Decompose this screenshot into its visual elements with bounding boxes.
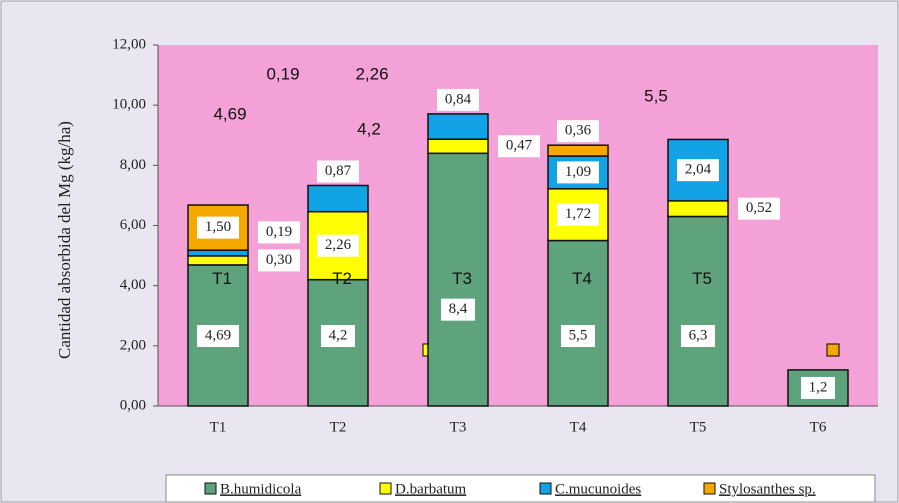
value-label-bg (317, 160, 359, 183)
overlay-label: T2 (332, 269, 352, 288)
legend-label: C.mucunoides (555, 481, 641, 497)
bar-segment (427, 152, 489, 407)
value-label-bg (561, 325, 595, 347)
value-label-bg (441, 298, 475, 321)
y-tick-label: 10,00 (112, 97, 146, 113)
value-label: 0,36 (565, 123, 592, 139)
x-tick-label: T3 (450, 419, 467, 435)
overlay-value: 4,2 (357, 119, 381, 138)
y-tick-label: 0,00 (120, 397, 146, 413)
legend-label: B.humidicola (220, 481, 302, 497)
x-tick-label: T5 (690, 419, 707, 435)
value-label: 2,26 (325, 237, 352, 253)
value-label-bg (557, 203, 599, 226)
value-label: 0,19 (266, 224, 292, 240)
bar-segment (667, 215, 729, 407)
stray-square (826, 343, 840, 357)
legend-swatch (539, 482, 552, 495)
value-label-bg (437, 88, 479, 111)
overlay-value: 0,19 (266, 64, 299, 83)
value-label-bg (677, 159, 719, 182)
value-label-bg (258, 249, 300, 272)
bar-segment (547, 239, 609, 407)
value-label: 4,69 (205, 327, 231, 343)
value-label: 0,87 (325, 163, 352, 179)
x-tick-label: T1 (210, 419, 227, 435)
y-tick-label: 2,00 (120, 337, 146, 353)
value-label-bg (801, 376, 835, 399)
value-label: 0,84 (445, 91, 472, 107)
bar-segment (427, 113, 489, 140)
y-axis-title: Cantidad absorbida del Mg (kg/ha) (55, 121, 74, 359)
x-tick-label: T2 (330, 419, 347, 435)
x-tick-label: T6 (810, 419, 827, 435)
value-label-bg (321, 325, 355, 347)
bar-segment (187, 255, 249, 266)
x-tick-label: T4 (570, 419, 587, 435)
y-tick-label: 4,00 (120, 277, 146, 293)
legend-label: Stylosanthes sp. (719, 481, 816, 497)
value-label: 1,2 (809, 379, 828, 395)
overlay-label: T1 (212, 269, 232, 288)
overlay-label: T5 (692, 269, 712, 288)
value-label-bg (197, 216, 239, 239)
value-label-bg (258, 221, 300, 244)
value-label: 8,4 (449, 301, 468, 317)
value-label-bg (498, 135, 540, 158)
value-label: 4,2 (329, 327, 348, 343)
value-label: 6,3 (689, 327, 708, 343)
bar-segment (547, 144, 609, 157)
value-label: 0,47 (506, 138, 533, 154)
y-tick-label: 6,00 (120, 217, 146, 233)
value-label: 1,72 (565, 206, 591, 222)
value-label-bg (557, 161, 599, 184)
value-label-bg (557, 120, 599, 143)
value-label-bg (317, 234, 359, 257)
overlay-label: T4 (572, 269, 592, 288)
legend-swatch (703, 482, 716, 495)
legend-label: D.barbatum (395, 481, 467, 497)
overlay-value: 2,26 (355, 64, 388, 83)
value-label-bg (738, 197, 780, 220)
legend-swatch (204, 482, 217, 495)
overlay-value: 5,5 (644, 86, 668, 105)
bar-segment (307, 184, 369, 213)
value-label: 0,30 (266, 252, 292, 268)
value-label: 2,04 (685, 162, 712, 178)
bar-segment (667, 200, 729, 218)
legend-box (165, 474, 876, 503)
bar-segment (187, 249, 249, 257)
value-label-bg (681, 325, 715, 347)
value-label: 1,50 (205, 219, 231, 235)
value-label: 1,09 (565, 164, 591, 180)
overlay-value: 4,69 (213, 104, 246, 123)
value-label: 5,5 (569, 327, 588, 343)
bar-segment (427, 138, 489, 155)
y-tick-label: 8,00 (120, 157, 146, 173)
value-label-bg (197, 325, 239, 347)
value-label: 0,52 (746, 200, 772, 216)
overlay-label: T3 (452, 269, 472, 288)
legend-swatch (379, 482, 392, 495)
y-tick-label: 12,00 (112, 36, 146, 52)
